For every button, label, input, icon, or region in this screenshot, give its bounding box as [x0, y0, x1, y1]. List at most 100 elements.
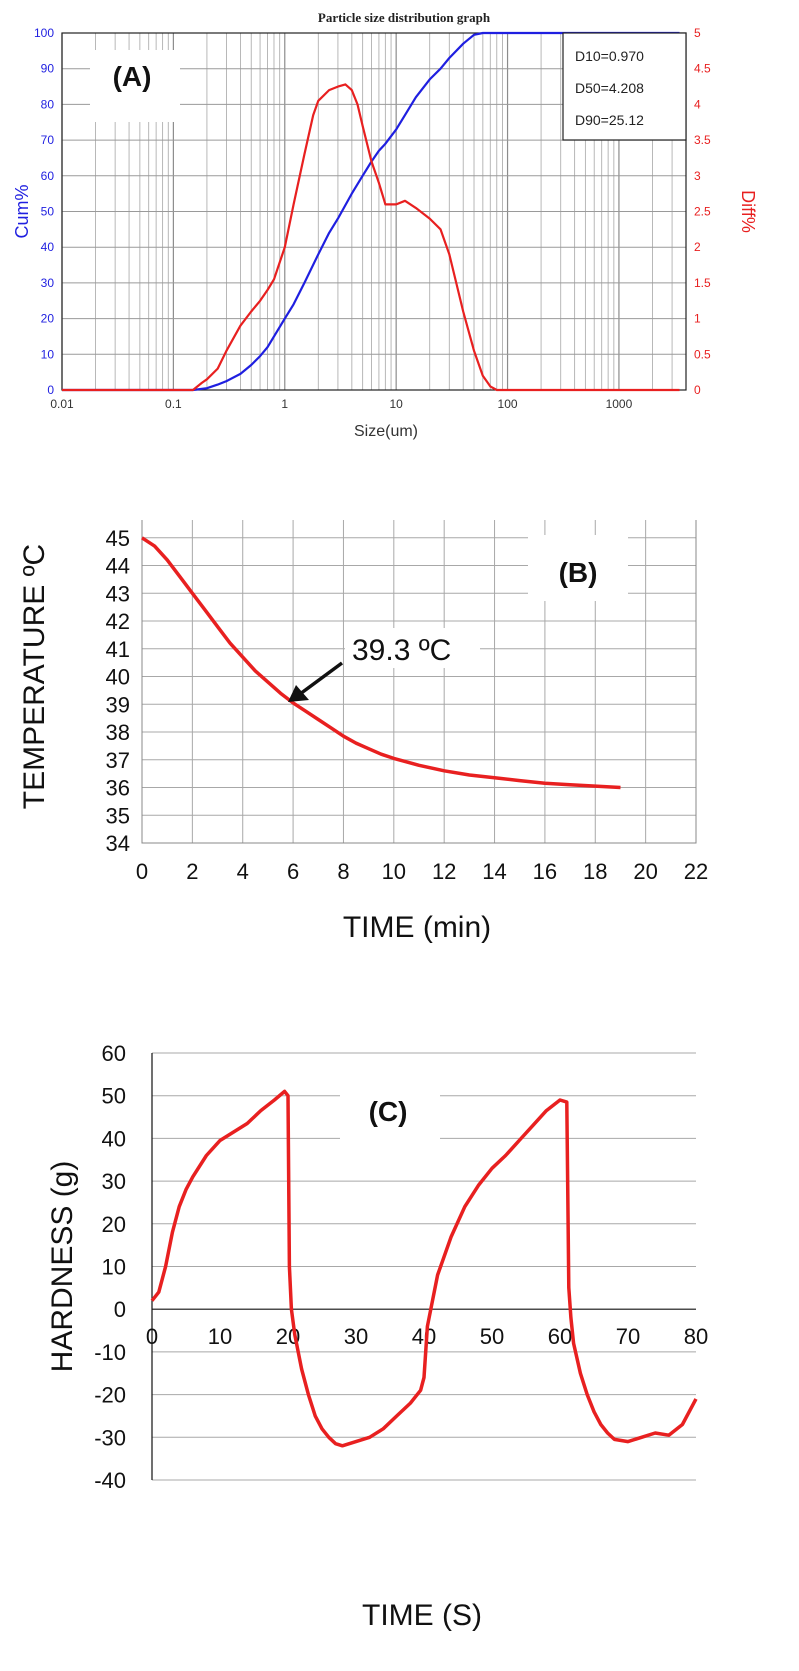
y-tick-label: -10	[94, 1340, 126, 1365]
plot-frame	[141, 520, 697, 844]
x-tick-label: 1	[281, 397, 288, 411]
x-tick-label: 10	[382, 859, 406, 884]
x-tick-label: 1000	[606, 397, 633, 411]
y2-tick-label: 4	[694, 97, 701, 111]
panel-label: (C)	[369, 1096, 408, 1127]
y-tick-label: 36	[106, 776, 130, 801]
y-tick-label: 20	[102, 1212, 126, 1237]
x-tick-label: 100	[498, 397, 518, 411]
y-tick-label: 30	[102, 1169, 126, 1194]
y-tick-label: 44	[106, 554, 130, 579]
x-tick-label: 10	[208, 1324, 232, 1349]
x-tick-label: 0.01	[50, 397, 74, 411]
y-tick-label: -30	[94, 1425, 126, 1450]
x-tick-label: 20	[633, 859, 657, 884]
y-tick-label: 0	[47, 383, 54, 397]
annotation-arrow-head	[288, 685, 309, 702]
y-tick-label: 10	[102, 1255, 126, 1280]
y-axis-label: Cum%	[12, 184, 32, 238]
annotation-background	[345, 628, 480, 668]
y-tick-label: 10	[41, 347, 55, 361]
x-tick-label: 60	[548, 1324, 572, 1349]
cumulative-line	[62, 31, 680, 392]
x-tick-label: 30	[344, 1324, 368, 1349]
x-tick-label: 10	[389, 397, 403, 411]
chart-panel-b: 3435363738394041424344454602468101214161…	[0, 520, 799, 1020]
y-tick-label: -40	[94, 1468, 126, 1493]
y-tick-label: 41	[106, 637, 130, 662]
x-axis-label: TIME (min)	[343, 911, 491, 944]
d-values-box	[562, 32, 687, 141]
hardness-line	[150, 1089, 698, 1448]
x-tick-label: 0.1	[165, 397, 182, 411]
y-tick-label: 42	[106, 609, 130, 634]
y2-tick-label: 0	[694, 383, 701, 397]
annotation-text: 39.3 ºC	[352, 634, 451, 667]
y-tick-label: 45	[106, 526, 130, 551]
x-tick-label: 14	[482, 859, 506, 884]
x-axis-label: Size(um)	[354, 423, 418, 440]
y-tick-label: 35	[106, 803, 130, 828]
y-axis-label: TEMPERATURE ºC	[18, 544, 51, 809]
y-tick-label: 38	[106, 720, 130, 745]
x-tick-label: 6	[287, 859, 299, 884]
panel-label-background	[90, 50, 180, 122]
x-tick-label: 0	[146, 1324, 158, 1349]
y-tick-label: 80	[41, 97, 55, 111]
x-tick-label: 8	[337, 859, 349, 884]
annotation-arrow-shaft	[298, 661, 344, 696]
y-tick-label: 46	[106, 520, 130, 523]
y-tick-label: 90	[41, 62, 55, 76]
y2-tick-label: 1.5	[694, 276, 711, 290]
x-axis-label: TIME (S)	[362, 1599, 482, 1632]
y-tick-label: 20	[41, 312, 55, 326]
y-tick-label: 60	[102, 1041, 126, 1066]
temperature-line	[141, 536, 621, 790]
d-value-text: D90=25.12	[575, 112, 644, 128]
panel-label-background	[340, 1085, 440, 1151]
panel-label: (A)	[113, 61, 152, 92]
y2-tick-label: 0.5	[694, 347, 711, 361]
y-tick-label: 50	[41, 205, 55, 219]
x-tick-label: 40	[412, 1324, 436, 1349]
y-tick-label: 30	[41, 276, 55, 290]
y-axis-label: HARDNESS (g)	[46, 1161, 79, 1373]
particle-size-chart: Particle size distribution graph01020304…	[12, 10, 758, 440]
x-tick-label: 16	[533, 859, 557, 884]
y2-tick-label: 4.5	[694, 62, 711, 76]
y2-tick-label: 3.5	[694, 133, 711, 147]
panel-label-background	[528, 535, 628, 601]
y-tick-label: 34	[106, 831, 130, 856]
chart-title: Particle size distribution graph	[318, 10, 491, 25]
y2-tick-label: 2	[694, 240, 701, 254]
chart-panel-c: -40 -30 -20 -10 0 10 20 30 40 50 60 0 10 20 30 40 50 60 70…	[0, 1040, 799, 1670]
y-tick-label: -20	[94, 1383, 126, 1408]
y-tick-label: 39	[106, 692, 130, 717]
x-tick-label: 22	[684, 859, 708, 884]
x-tick-label: 2	[186, 859, 198, 884]
panel-label: (B)	[559, 557, 598, 588]
x-tick-label: 80	[684, 1324, 708, 1349]
differential-line	[62, 83, 680, 392]
y-tick-label: 70	[41, 133, 55, 147]
chart-panel-a: Particle size distribution graph 0 10 20 30 4…	[0, 0, 799, 500]
y2-tick-label: 2.5	[694, 205, 711, 219]
y-tick-label: 37	[106, 748, 130, 773]
plot-frame	[61, 32, 687, 391]
y-tick-label: 40	[41, 240, 55, 254]
y-tick-label: 40	[102, 1126, 126, 1151]
y-tick-label: 40	[106, 665, 130, 690]
x-tick-label: 0	[136, 859, 148, 884]
y-tick-label: 0	[114, 1297, 126, 1322]
temperature-chart: 3435363738394041424344454602468101214161…	[18, 520, 708, 944]
x-tick-label: 12	[432, 859, 456, 884]
d-value-text: D50=4.208	[575, 80, 644, 96]
x-tick-label: 18	[583, 859, 607, 884]
y-tick-label: 100	[34, 26, 54, 40]
x-tick-label: 4	[237, 859, 249, 884]
y-tick-label: 50	[102, 1084, 126, 1109]
y-tick-label: 43	[106, 581, 130, 606]
y2-tick-label: 5	[694, 26, 701, 40]
x-tick-label: 50	[480, 1324, 504, 1349]
